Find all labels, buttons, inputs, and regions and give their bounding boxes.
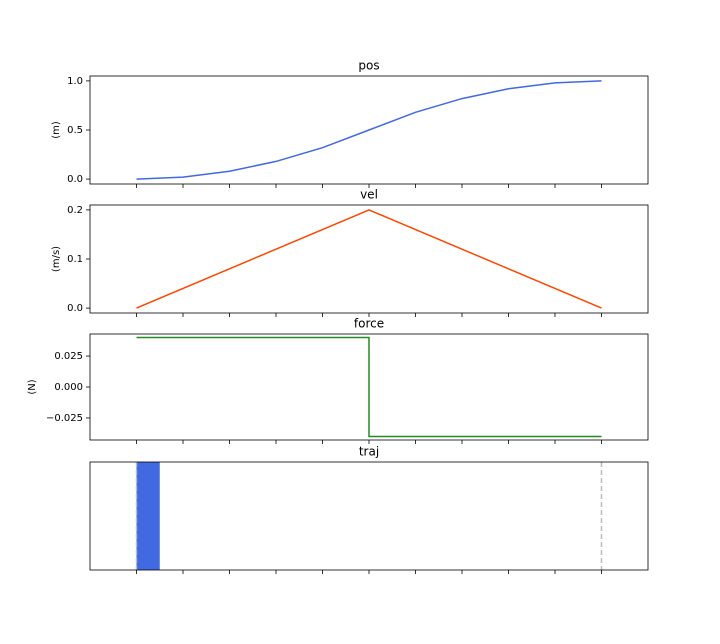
panel-title: traj bbox=[359, 445, 379, 459]
panel-title: force bbox=[354, 317, 384, 331]
series-line bbox=[136, 80, 602, 180]
series-line bbox=[136, 336, 602, 438]
y-axis-label: (m/s) bbox=[51, 246, 62, 272]
y-tick-label: 0.0 bbox=[67, 174, 83, 185]
span bbox=[136, 462, 160, 570]
y-tick-label: 0.025 bbox=[54, 351, 83, 362]
y-tick-label: 0.000 bbox=[54, 382, 83, 393]
axes-frame bbox=[89, 461, 649, 571]
panel-title: vel bbox=[360, 188, 378, 202]
y-tick-label: 0.2 bbox=[67, 205, 83, 216]
panel-title: pos bbox=[358, 59, 379, 73]
y-tick-label: 0.0 bbox=[67, 303, 83, 314]
y-tick-label: 1.0 bbox=[67, 76, 83, 87]
y-axis-label: (m) bbox=[51, 121, 62, 139]
y-tick-label: 0.5 bbox=[67, 125, 83, 136]
y-tick-label: 0.1 bbox=[67, 254, 83, 265]
axes-frame bbox=[89, 75, 649, 185]
axes-frame bbox=[89, 204, 649, 314]
axes-frame bbox=[89, 333, 649, 441]
y-tick-label: −0.025 bbox=[46, 413, 83, 424]
series-line bbox=[136, 209, 602, 309]
y-axis-label: (N) bbox=[27, 379, 38, 394]
